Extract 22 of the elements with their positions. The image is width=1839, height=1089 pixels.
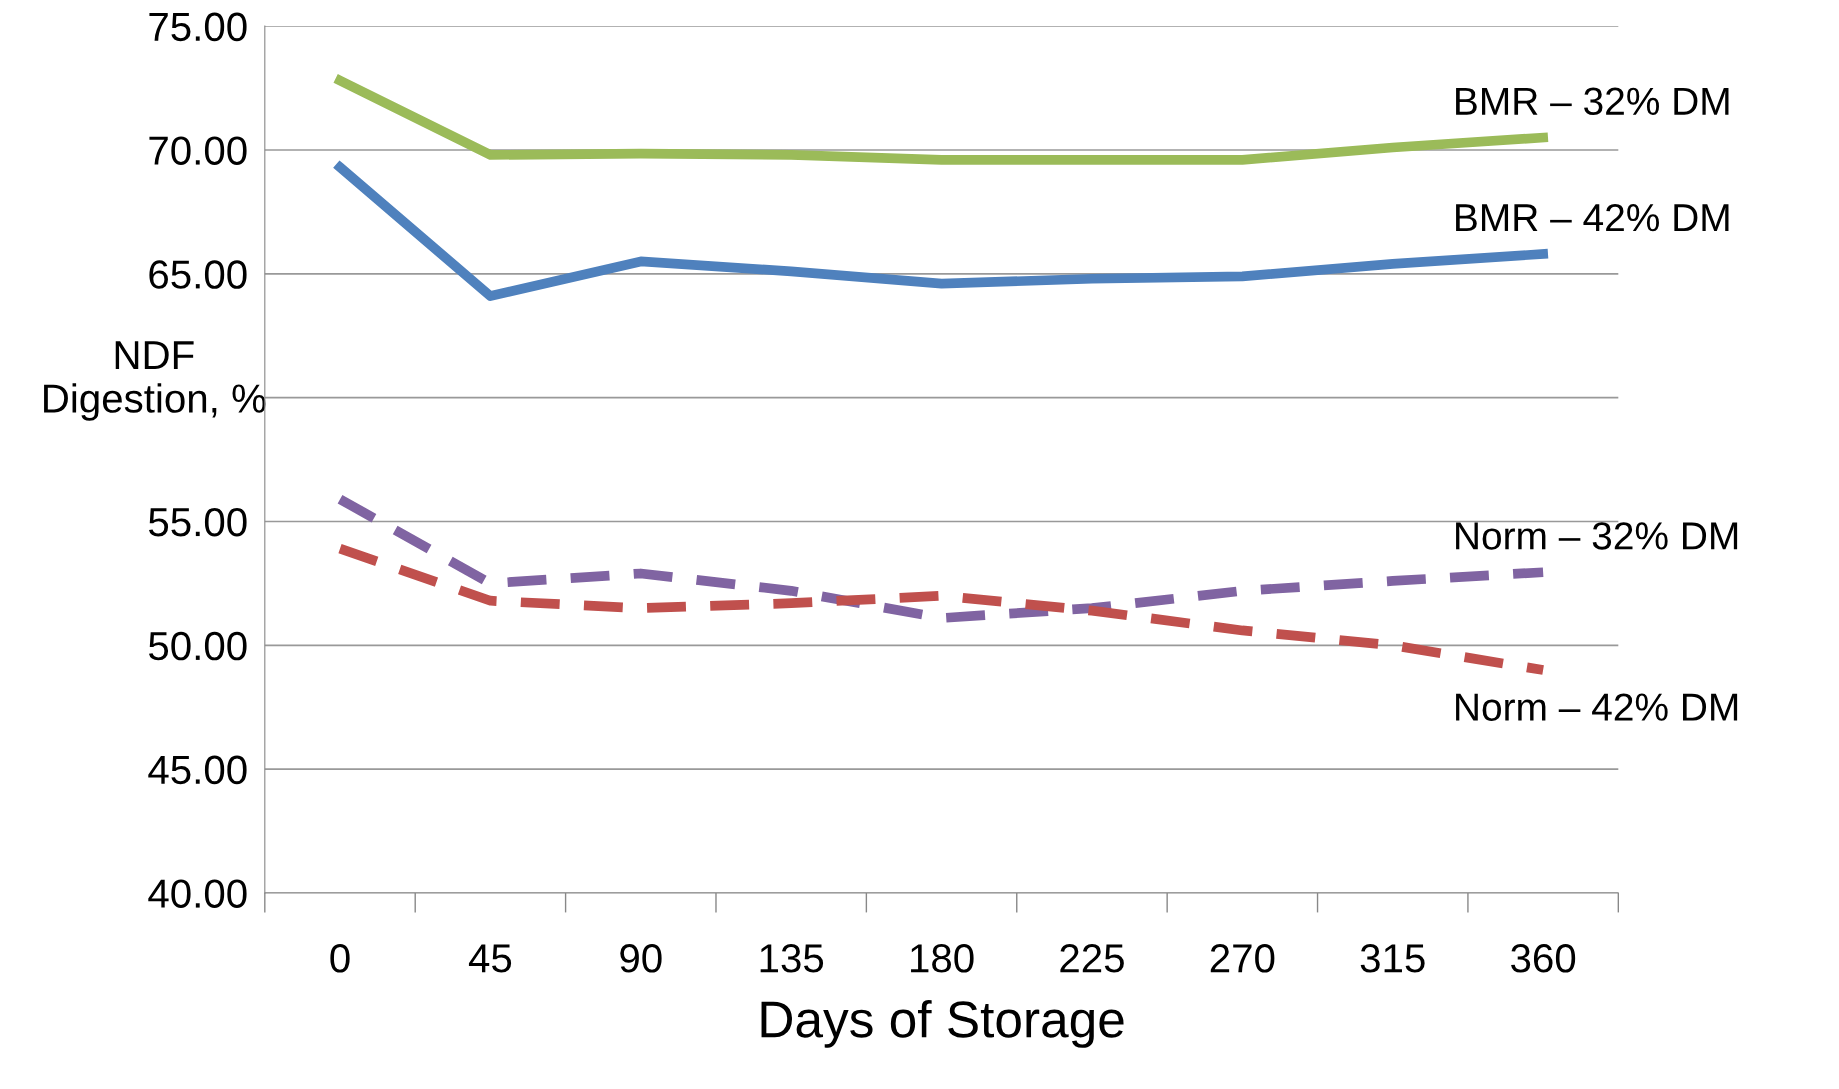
- y-tick-label: 70.00: [149, 136, 247, 165]
- x-axis-title: Days of Storage: [761, 1000, 1124, 1048]
- y-tick-label: 65.00: [149, 260, 247, 289]
- series-label: Norm – 32% DM: [1456, 522, 1738, 550]
- x-tick-label: 315: [1360, 944, 1425, 973]
- y-tick-label: 75.00: [149, 12, 247, 42]
- x-tick-label: 180: [911, 944, 974, 973]
- x-tick-label: 270: [1210, 944, 1275, 973]
- y-tick-label: 45.00: [148, 755, 247, 785]
- x-tick-label: 45: [468, 944, 512, 973]
- series-label: BMR – 42% DM: [1456, 203, 1729, 232]
- series-label: BMR – 32% DM: [1456, 87, 1729, 116]
- y-axis-title: NDF Digestion, %: [44, 341, 266, 421]
- series-label: Norm – 42% DM: [1456, 693, 1738, 721]
- y-tick-label: 55.00: [148, 507, 247, 537]
- x-tick-label: 135: [760, 944, 824, 973]
- x-tick-label: 360: [1511, 944, 1576, 973]
- x-tick-label: 225: [1060, 944, 1124, 973]
- y-tick-label: 40.00: [148, 879, 247, 908]
- y-tick-label: 50.00: [148, 631, 247, 661]
- x-tick-label: 90: [620, 944, 662, 973]
- x-tick-label: 0: [330, 944, 350, 973]
